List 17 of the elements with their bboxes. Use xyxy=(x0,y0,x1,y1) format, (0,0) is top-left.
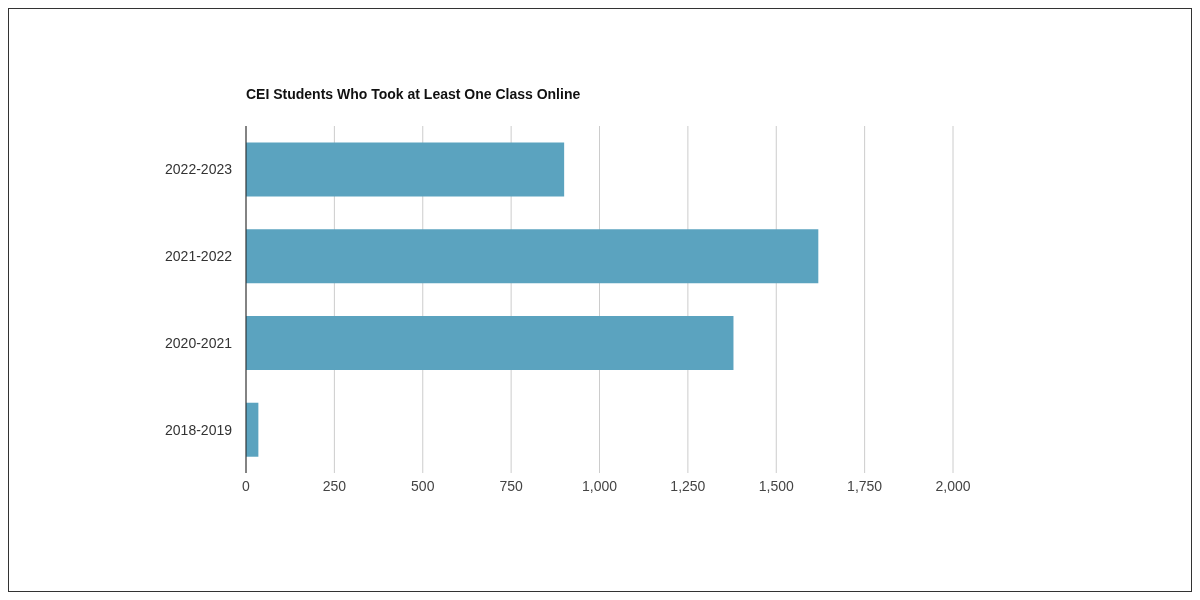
chart-title: CEI Students Who Took at Least One Class Online xyxy=(246,86,581,102)
x-tick-label: 0 xyxy=(242,477,251,494)
y-tick-label: 2022-2023 xyxy=(165,161,233,178)
x-tick-label: 1,750 xyxy=(847,477,883,494)
x-tick-label: 750 xyxy=(499,477,524,494)
bar xyxy=(246,142,565,197)
x-tick-label: 500 xyxy=(411,477,435,494)
y-tick-label: 2021-2022 xyxy=(165,248,233,265)
y-tick-label: 2020-2021 xyxy=(165,334,233,351)
x-tick-label: 1,500 xyxy=(758,477,794,494)
y-tick-label: 2018-2019 xyxy=(165,421,233,438)
x-tick-label: 1,000 xyxy=(581,477,618,494)
x-tick-label: 1,250 xyxy=(670,477,706,494)
x-tick-label: 250 xyxy=(322,477,347,494)
bar xyxy=(246,315,734,370)
bar xyxy=(246,229,819,284)
x-tick-label: 2,000 xyxy=(935,477,971,494)
